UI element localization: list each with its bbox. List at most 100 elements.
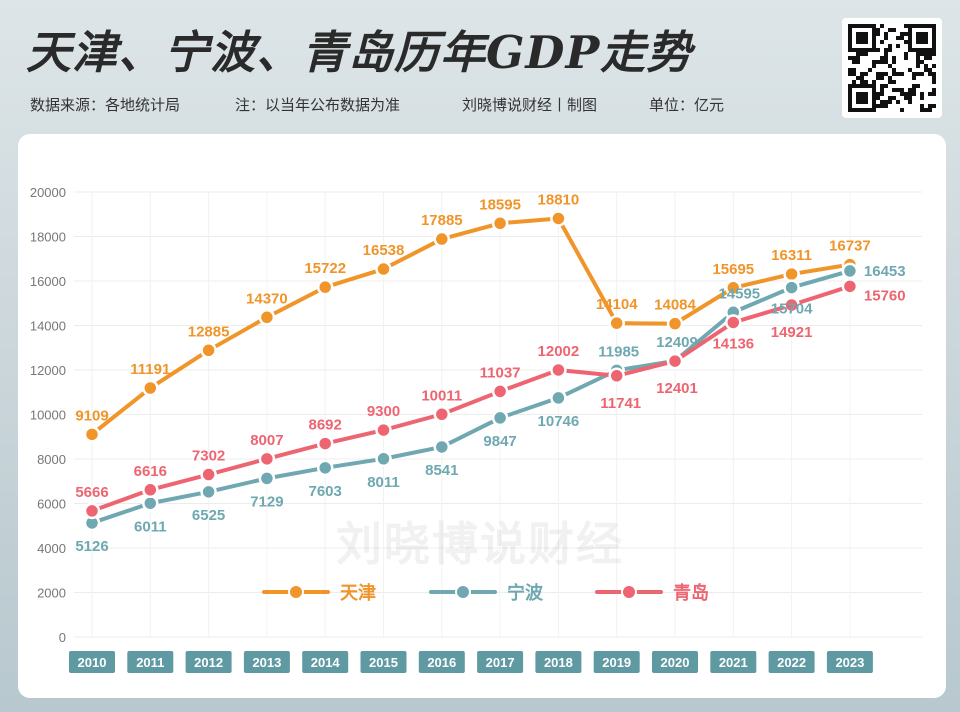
data-label: 11191	[130, 361, 170, 378]
data-point	[316, 278, 334, 296]
x-tick-badge	[69, 651, 115, 673]
unit-text: 单位：亿元	[649, 96, 725, 114]
legend-marker	[455, 584, 471, 600]
y-tick-label: 0	[59, 630, 66, 645]
data-label: 7129	[250, 493, 283, 510]
data-label: 16737	[829, 238, 871, 255]
data-point	[375, 260, 392, 278]
series-line	[90, 268, 852, 525]
x-tick-label: 2014	[311, 655, 341, 670]
legend-item: 天津	[262, 582, 376, 604]
x-tick-badge	[127, 651, 174, 673]
x-tick-label: 2013	[252, 655, 281, 670]
data-label: 5126	[75, 538, 108, 555]
data-point	[433, 230, 451, 248]
y-tick-label: 12000	[30, 363, 66, 378]
data-label: 18595	[479, 196, 521, 213]
x-tick-label: 2016	[427, 655, 456, 670]
data-point	[550, 361, 567, 379]
y-tick-label: 4000	[37, 541, 66, 556]
data-point	[783, 296, 800, 314]
data-label: 14370	[246, 290, 288, 307]
data-label: 17885	[421, 212, 463, 229]
x-tick-badge	[302, 651, 349, 673]
data-label: 10746	[538, 413, 580, 430]
x-tick-label: 2017	[486, 655, 515, 670]
data-point	[258, 470, 276, 487]
data-label: 8011	[367, 474, 400, 491]
data-point	[491, 409, 509, 427]
data-label: 8007	[250, 432, 283, 449]
x-tick-badge	[826, 651, 873, 673]
x-tick-2019: 2019	[593, 651, 640, 673]
data-label: 12401	[656, 380, 698, 397]
data-point	[83, 502, 101, 520]
data-label: 10011	[421, 387, 462, 404]
data-label: 16311	[771, 247, 812, 264]
data-label: 12409	[656, 334, 698, 351]
y-tick-label: 8000	[37, 452, 66, 467]
x-tick-label: 2010	[78, 655, 107, 670]
data-point	[433, 406, 451, 423]
x-tick-2020: 2020	[652, 651, 698, 673]
x-tick-badge	[652, 651, 698, 673]
x-tick-2022: 2022	[768, 651, 815, 673]
data-label: 12885	[188, 323, 230, 340]
legend-marker	[621, 584, 637, 600]
data-point	[375, 450, 392, 468]
x-tick-2015: 2015	[360, 651, 407, 673]
x-tick-2014: 2014	[302, 651, 349, 673]
x-tick-2016: 2016	[418, 651, 465, 673]
x-tick-badge	[185, 651, 232, 673]
header: 天津、宁波、青岛历年GDP走势 数据来源：各地统计局 注：以当年公布数据为准 刘…	[0, 0, 960, 130]
page-title: 天津、宁波、青岛历年GDP走势	[26, 26, 693, 79]
x-tick-badge	[360, 651, 407, 673]
x-tick-label: 2018	[544, 655, 573, 670]
data-label: 15722	[304, 260, 346, 277]
data-label: 6011	[134, 518, 167, 535]
x-tick-2023: 2023	[826, 651, 873, 673]
series-青岛	[83, 278, 859, 520]
x-tick-2012: 2012	[185, 651, 232, 673]
data-label: 14084	[654, 297, 696, 314]
x-tick-label: 2019	[602, 655, 631, 670]
y-tick-label: 14000	[30, 319, 66, 334]
x-tick-badge	[710, 651, 757, 673]
x-tick-2010: 2010	[69, 651, 115, 673]
data-point	[550, 389, 567, 407]
data-point	[258, 450, 276, 468]
data-label: 16453	[864, 263, 906, 280]
data-label: 5666	[75, 484, 108, 501]
data-point	[142, 495, 159, 512]
data-point	[666, 315, 684, 332]
data-point	[200, 466, 217, 483]
series-宁波	[83, 262, 859, 532]
data-point	[200, 483, 217, 501]
data-point	[375, 421, 392, 439]
data-point	[550, 210, 567, 227]
data-label: 11985	[598, 343, 639, 360]
y-tick-label: 2000	[37, 586, 66, 601]
data-label: 9847	[483, 433, 516, 450]
data-label: 9109	[75, 407, 108, 424]
data-point	[316, 435, 334, 452]
data-point	[783, 265, 800, 283]
data-point	[608, 367, 625, 385]
x-tick-badge	[593, 651, 640, 673]
data-point	[666, 352, 684, 370]
watermark: 刘晓博说财经	[336, 517, 624, 571]
y-tick-label: 18000	[30, 230, 66, 245]
data-label: 7603	[309, 483, 342, 500]
qr-code-icon	[842, 18, 942, 118]
data-point	[725, 314, 742, 331]
data-point	[258, 309, 276, 326]
x-tick-badge	[243, 651, 290, 673]
data-label: 15695	[712, 261, 754, 278]
y-tick-label: 16000	[30, 274, 66, 289]
y-tick-label: 20000	[30, 185, 66, 200]
data-point	[142, 379, 159, 397]
data-label: 18810	[538, 191, 580, 208]
data-point	[608, 314, 625, 332]
data-label: 16538	[363, 242, 405, 259]
x-tick-label: 2012	[194, 655, 223, 670]
